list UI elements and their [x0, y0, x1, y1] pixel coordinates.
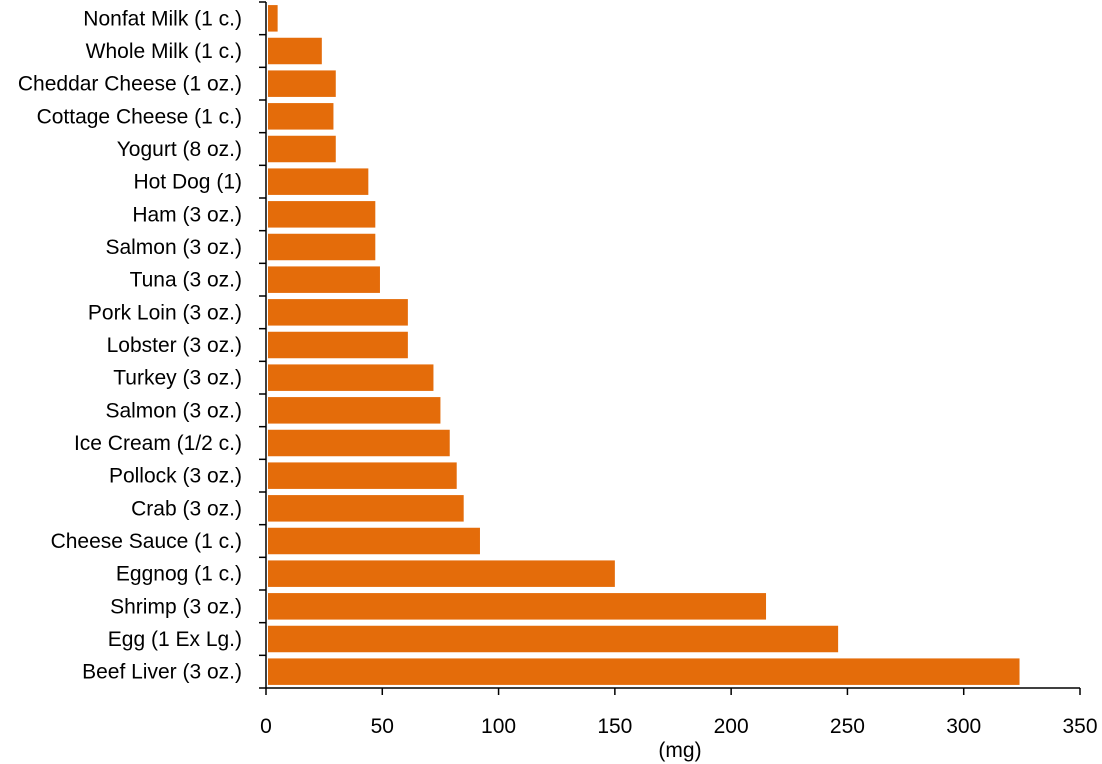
category-label: Yogurt (8 oz.): [117, 138, 242, 161]
category-label: Cottage Cheese (1 c.): [37, 105, 242, 128]
category-label: Tuna (3 oz.): [130, 269, 242, 292]
bar-18: [268, 593, 767, 620]
x-tick-label: 50: [371, 715, 394, 738]
x-tick-label: 300: [946, 715, 981, 738]
category-label: Whole Milk (1 c.): [86, 40, 242, 63]
x-tick-label: 250: [830, 715, 865, 738]
category-labels-group: Nonfat Milk (1 c.) Whole Milk (1 c.) Chedd…: [18, 7, 242, 683]
category-label: Pork Loin (3 oz.): [88, 301, 242, 324]
bar-12: [268, 397, 441, 424]
bar-5: [268, 168, 369, 195]
y-axis-ticks-group: [259, 1, 266, 689]
bar-11: [268, 364, 434, 391]
x-tick-label: 150: [597, 715, 632, 738]
bar-20: [268, 658, 1020, 685]
x-axis-title: (mg): [658, 739, 701, 762]
category-label: Nonfat Milk (1 c.): [83, 7, 242, 30]
bar-17: [268, 560, 615, 587]
x-tick-label: 350: [1062, 715, 1097, 738]
category-label: Salmon (3 oz.): [105, 399, 242, 422]
bar-16: [268, 527, 480, 555]
category-label: Hot Dog (1): [133, 171, 242, 194]
bar-3: [268, 103, 334, 130]
bars-group: [268, 5, 1020, 685]
category-label: Crab (3 oz.): [131, 497, 242, 520]
bar-19: [268, 625, 839, 653]
category-label: Cheddar Cheese (1 oz.): [18, 73, 242, 96]
category-label: Pollock (3 oz.): [109, 465, 242, 488]
category-label: Shrimp (3 oz.): [110, 595, 242, 618]
category-label: Eggnog (1 c.): [116, 563, 242, 586]
bar-0: [268, 5, 278, 32]
bar-2: [268, 70, 336, 97]
x-tick-label: 100: [481, 715, 516, 738]
category-label: Ice Cream (1/2 c.): [74, 432, 242, 455]
x-tick-label: 0: [260, 715, 272, 738]
bar-6: [268, 201, 376, 228]
bar-14: [268, 462, 457, 489]
category-label: Lobster (3 oz.): [107, 334, 242, 357]
category-label: Ham (3 oz.): [132, 203, 242, 226]
bar-8: [268, 266, 380, 293]
bar-1: [268, 37, 322, 65]
bar-13: [268, 429, 450, 457]
category-label: Egg (1 Ex Lg.): [108, 628, 242, 651]
bar-4: [268, 135, 336, 163]
category-label: Cheese Sauce (1 c.): [51, 530, 242, 553]
x-tick-label: 200: [714, 715, 749, 738]
bar-10: [268, 331, 408, 359]
category-label: Salmon (3 oz.): [105, 236, 242, 259]
x-axis-ticks-group: 0 50 100 150 200 250 300 350: [260, 688, 1098, 738]
bar-7: [268, 233, 376, 261]
category-label: Beef Liver (3 oz.): [82, 661, 242, 684]
category-label: Turkey (3 oz.): [113, 367, 242, 390]
bar-15: [268, 495, 464, 522]
bar-9: [268, 299, 408, 326]
